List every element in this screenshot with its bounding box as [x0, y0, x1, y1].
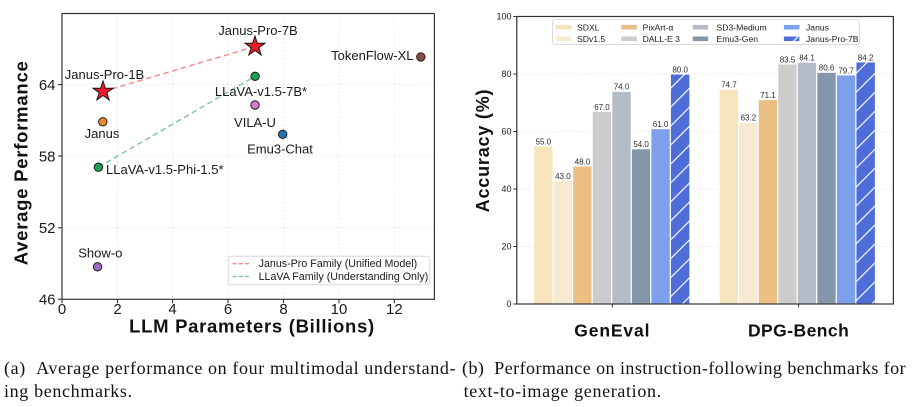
- svg-text:Emu3-Chat: Emu3-Chat: [247, 142, 313, 157]
- svg-text:LLM Parameters (Billions): LLM Parameters (Billions): [129, 316, 375, 337]
- svg-text:64: 64: [39, 77, 56, 94]
- svg-text:58: 58: [39, 148, 56, 165]
- svg-text:100: 100: [496, 12, 511, 22]
- svg-text:55.0: 55.0: [536, 137, 552, 146]
- svg-text:48.0: 48.0: [575, 157, 591, 166]
- svg-text:LLaVA-v1.5-Phi-1.5*: LLaVA-v1.5-Phi-1.5*: [106, 162, 224, 177]
- svg-text:80.0: 80.0: [672, 65, 688, 74]
- svg-text:74.7: 74.7: [721, 81, 737, 90]
- svg-text:VILA-U: VILA-U: [234, 115, 276, 130]
- svg-text:SDv1.5: SDv1.5: [577, 34, 605, 44]
- svg-text:PixArt-α: PixArt-α: [643, 22, 674, 32]
- svg-text:6: 6: [224, 301, 232, 318]
- svg-text:Emu3-Gen: Emu3-Gen: [717, 34, 759, 44]
- svg-text:79.7: 79.7: [838, 66, 854, 75]
- svg-text:4: 4: [168, 301, 176, 318]
- svg-text:10: 10: [331, 301, 348, 318]
- svg-text:SD3-Medium: SD3-Medium: [717, 22, 767, 32]
- svg-text:SDXL: SDXL: [577, 22, 600, 32]
- svg-text:80: 80: [501, 69, 511, 79]
- svg-text:60: 60: [501, 127, 511, 137]
- svg-text:Janus-Pro-7B: Janus-Pro-7B: [218, 23, 297, 38]
- svg-text:LLaVA-v1.5-7B*: LLaVA-v1.5-7B*: [215, 84, 307, 99]
- svg-text:67.0: 67.0: [594, 103, 610, 112]
- svg-text:0: 0: [506, 299, 511, 309]
- svg-text:63.2: 63.2: [741, 114, 757, 123]
- svg-text:0: 0: [58, 301, 66, 318]
- svg-text:Average Performance: Average Performance: [11, 60, 32, 265]
- svg-text:83.5: 83.5: [780, 55, 796, 64]
- svg-text:8: 8: [279, 301, 287, 318]
- svg-text:84.1: 84.1: [799, 54, 815, 63]
- svg-text:Janus-Pro-7B: Janus-Pro-7B: [806, 34, 859, 44]
- svg-text:Janus: Janus: [806, 22, 829, 32]
- svg-text:Accuracy (%): Accuracy (%): [473, 89, 493, 213]
- svg-text:74.0: 74.0: [614, 83, 630, 92]
- svg-text:40: 40: [501, 184, 511, 194]
- svg-text:61.0: 61.0: [653, 120, 669, 129]
- svg-text:Show-o: Show-o: [78, 246, 122, 261]
- svg-text:54.0: 54.0: [633, 140, 649, 149]
- svg-text:46: 46: [39, 292, 56, 309]
- svg-text:71.1: 71.1: [760, 91, 776, 100]
- svg-text:Janus-Pro Family (Unified Mode: Janus-Pro Family (Unified Model): [259, 258, 418, 270]
- svg-text:LLaVA Family (Understanding On: LLaVA Family (Understanding Only): [259, 271, 429, 283]
- svg-text:52: 52: [39, 220, 56, 237]
- svg-text:TokenFlow-XL: TokenFlow-XL: [331, 48, 413, 63]
- svg-text:20: 20: [501, 242, 511, 252]
- svg-text:Janus: Janus: [85, 126, 120, 141]
- svg-text:DPG-Bench: DPG-Bench: [748, 321, 849, 341]
- svg-text:2: 2: [113, 301, 121, 318]
- svg-text:DALL-E 3: DALL-E 3: [643, 34, 680, 44]
- svg-text:43.0: 43.0: [555, 172, 571, 181]
- svg-text:GenEval: GenEval: [574, 321, 650, 341]
- svg-text:12: 12: [386, 301, 403, 318]
- svg-text:84.2: 84.2: [858, 53, 874, 62]
- svg-text:Janus-Pro-1B: Janus-Pro-1B: [65, 67, 144, 82]
- svg-text:80.6: 80.6: [819, 64, 835, 73]
